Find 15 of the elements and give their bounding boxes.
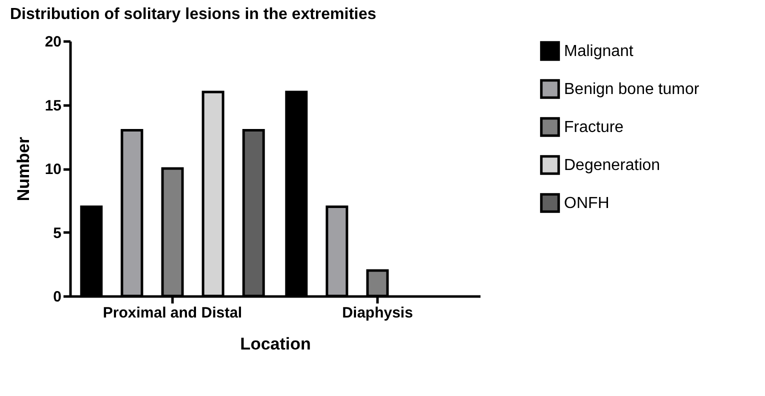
- x-tick-label: Diaphysis: [342, 304, 413, 322]
- legend-label: Degeneration: [564, 157, 660, 174]
- x-tick-label: Proximal and Distal: [102, 304, 242, 322]
- y-tick-label: 10: [44, 161, 62, 178]
- legend-label: Malignant: [564, 43, 634, 60]
- x-axis-title: Location: [240, 334, 311, 354]
- y-tick-label: 20: [44, 34, 62, 50]
- legend-label: Fracture: [564, 119, 624, 136]
- y-tick-label: 15: [44, 97, 62, 114]
- y-tick-label: 0: [53, 288, 62, 306]
- y-tick-label: 5: [53, 224, 62, 242]
- legend-label: ONFH: [564, 195, 610, 212]
- legend-label: Benign bone tumor: [564, 81, 700, 98]
- y-axis-title: Number: [14, 136, 33, 202]
- chart-title: Distribution of solitary lesions in the extremities: [10, 6, 376, 23]
